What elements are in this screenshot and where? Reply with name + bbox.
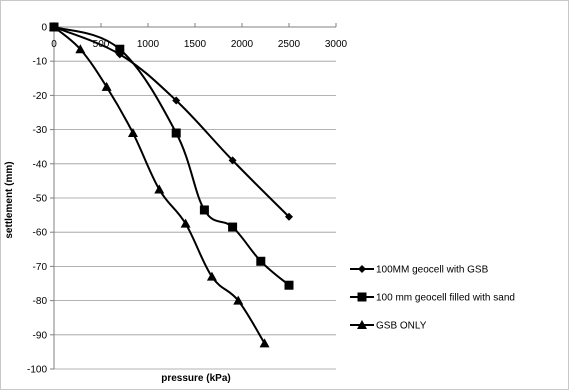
series-1-point-2 — [171, 128, 181, 138]
x-tick-label-5: 2500 — [278, 39, 301, 50]
series-2 — [49, 22, 270, 348]
x-tick-label-2: 1000 — [137, 39, 160, 50]
series-2-point-7 — [233, 295, 244, 305]
y-axis-title: settlement (mm) — [4, 161, 15, 238]
series-2-point-3 — [127, 128, 138, 138]
y-tick-label-5: -50 — [33, 194, 48, 205]
series-2-point-6 — [206, 271, 217, 281]
plot-area — [49, 22, 294, 348]
y-tick-label-4: -40 — [33, 159, 48, 170]
series-2-point-5 — [180, 218, 191, 228]
axes — [50, 23, 337, 370]
legend: 100MM geocell with GSB 100 mm geocell fil… — [350, 265, 515, 332]
series-1-point-4 — [228, 222, 238, 232]
x-tick-label-4: 2000 — [231, 39, 254, 50]
legend-label-2: GSB ONLY — [376, 321, 427, 332]
legend-label-0: 100MM geocell with GSB — [376, 265, 489, 276]
y-tick-label-0: 0 — [41, 23, 47, 34]
series-1 — [49, 22, 294, 290]
y-tick-label-7: -70 — [33, 262, 48, 273]
y-tick-label-8: -80 — [33, 296, 48, 307]
gridlines — [54, 60, 336, 370]
series-2-point-8 — [259, 338, 270, 348]
series-1-point-6 — [284, 280, 294, 290]
series-line-0 — [53, 26, 290, 218]
x-tick-label-6: 3000 — [325, 39, 348, 50]
legend-item-2: GSB ONLY — [350, 320, 427, 332]
y-tick-label-9: -90 — [33, 330, 48, 341]
y-tick-label-6: -60 — [33, 228, 48, 239]
series-1-point-5 — [256, 256, 266, 266]
x-tick-label-0: 0 — [51, 39, 57, 50]
series-1-point-1 — [115, 44, 125, 54]
x-tick-label-3: 1500 — [184, 39, 207, 50]
legend-label-1: 100 mm geocell filled with sand — [376, 293, 515, 304]
series-2-point-0 — [49, 22, 59, 31]
series-0-point-4 — [285, 212, 293, 221]
x-axis-title: pressure (kPa) — [161, 373, 230, 384]
series-0-point-2 — [172, 96, 181, 105]
series-0 — [50, 23, 293, 221]
legend-item-1: 100 mm geocell filled with sand — [350, 292, 515, 304]
legend-marker-2 — [357, 320, 367, 329]
legend-marker-1 — [357, 292, 367, 302]
legend-marker-0 — [358, 265, 366, 273]
y-tick-label-1: -10 — [33, 57, 48, 68]
y-tick-label-2: -20 — [33, 91, 48, 102]
series-2-point-2 — [101, 81, 112, 91]
series-0-point-3 — [228, 156, 237, 165]
series-2-point-1 — [75, 44, 86, 54]
y-tick-label-10: -100 — [27, 365, 47, 376]
legend-item-0: 100MM geocell with GSB — [350, 265, 489, 276]
tick-labels: 0-10-20-30-40-50-60-70-80-90-1000 500 1000… — [27, 23, 348, 376]
y-tick-label-3: -30 — [33, 125, 48, 136]
series-line-1 — [53, 26, 290, 286]
series-2-point-4 — [154, 184, 165, 194]
series-1-point-3 — [199, 205, 209, 215]
